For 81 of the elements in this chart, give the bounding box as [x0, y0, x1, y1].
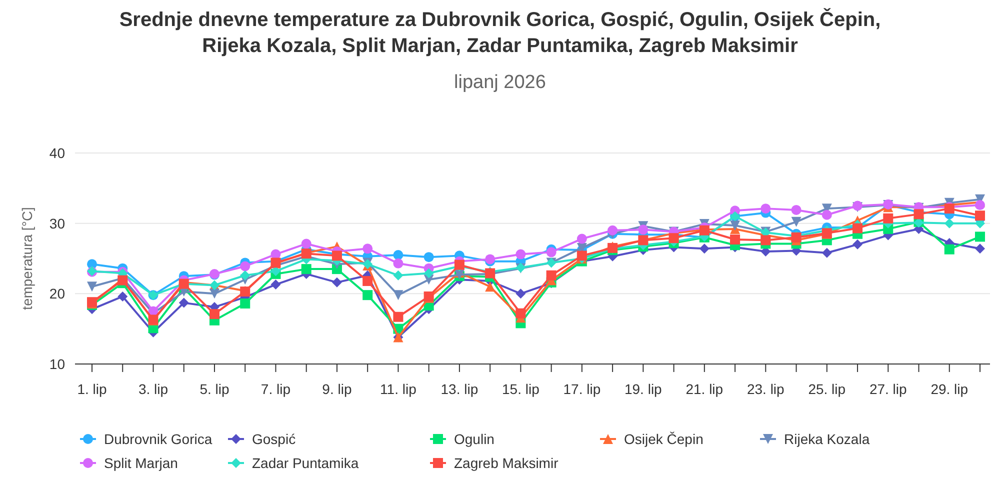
point	[516, 308, 526, 318]
chart-title: Srednje dnevne temperature za Dubrovnik Gorica, Gospić, Ogulin, Osijek Čepin, Rijeka Kozala, Split Marjan, Zadar Puntamika, Zagreb Maksimir	[119, 8, 881, 57]
point	[852, 239, 863, 250]
point	[209, 288, 220, 299]
point	[546, 270, 556, 280]
point	[730, 220, 740, 230]
legend-label: Zadar Puntamika	[252, 455, 359, 471]
chart-subtitle: lipanj 2026	[454, 72, 546, 93]
x-tick-label: 17. lip	[563, 381, 601, 397]
point	[576, 234, 587, 244]
point	[209, 309, 220, 320]
legend-label: Rijeka Kozala	[784, 431, 870, 447]
point	[424, 252, 434, 262]
y-tick-label: 10	[49, 356, 66, 372]
x-tick-label: 1. lip	[77, 381, 107, 397]
point	[975, 244, 985, 254]
legend-label: Osijek Čepin	[624, 431, 704, 447]
point	[699, 244, 710, 254]
x-tick-label: 15. lip	[502, 381, 540, 397]
point	[975, 232, 985, 242]
legend-label: Dubrovnik Gorica	[104, 431, 212, 447]
point	[791, 204, 802, 215]
x-tick-label: 9. lip	[322, 381, 352, 397]
point	[240, 261, 250, 272]
point	[730, 234, 740, 245]
x-tick-label: 19. lip	[624, 381, 662, 397]
point	[546, 247, 556, 258]
point	[576, 250, 587, 261]
x-tick-label: 7. lip	[260, 381, 291, 397]
point	[760, 235, 771, 246]
y-tick-label: 30	[49, 215, 66, 232]
point	[393, 250, 404, 260]
point	[362, 276, 373, 286]
legend-label: Ogulin	[454, 431, 494, 447]
x-tick-label: 13. lip	[440, 381, 478, 397]
point	[608, 225, 618, 236]
point	[301, 264, 312, 274]
point	[393, 258, 404, 268]
point	[822, 248, 832, 258]
point	[944, 244, 954, 254]
legend-label: Gospić	[252, 431, 296, 447]
legend-label: Split Marjan	[104, 455, 178, 471]
y-tick-label: 20	[49, 286, 66, 302]
point	[362, 244, 373, 254]
point	[516, 249, 526, 260]
point	[393, 270, 404, 280]
x-tick-label: 27. lip	[869, 381, 908, 397]
x-tick-label: 23. lip	[746, 381, 785, 397]
point	[791, 216, 802, 227]
point	[362, 290, 373, 300]
point	[760, 204, 771, 214]
point	[883, 213, 894, 224]
point	[270, 280, 281, 290]
x-tick-label: 21. lip	[686, 381, 724, 397]
legend-label: Zagreb Maksimir	[454, 455, 559, 471]
x-tick-label: 29. lip	[930, 381, 968, 397]
point	[485, 282, 496, 292]
y-tick-label: 40	[49, 145, 66, 161]
point	[270, 266, 281, 276]
x-tick-label: 5. lip	[200, 381, 230, 397]
point	[301, 238, 312, 249]
point	[178, 298, 189, 308]
x-tick-label: 11. lip	[380, 381, 417, 397]
x-tick-label: 25. lip	[808, 381, 846, 397]
x-tick-label: 3. lip	[138, 381, 168, 397]
point	[393, 290, 404, 300]
point	[332, 277, 342, 288]
point	[87, 282, 97, 292]
point	[668, 233, 679, 244]
point	[638, 224, 648, 235]
y-axis-title: temperatura [°C]	[19, 207, 35, 310]
point	[118, 291, 128, 302]
point	[424, 268, 434, 278]
point	[944, 218, 954, 228]
point	[393, 312, 404, 322]
point	[240, 270, 250, 280]
point	[240, 298, 250, 309]
point	[975, 200, 985, 210]
point	[822, 210, 832, 220]
point	[516, 288, 526, 299]
point	[975, 210, 985, 221]
